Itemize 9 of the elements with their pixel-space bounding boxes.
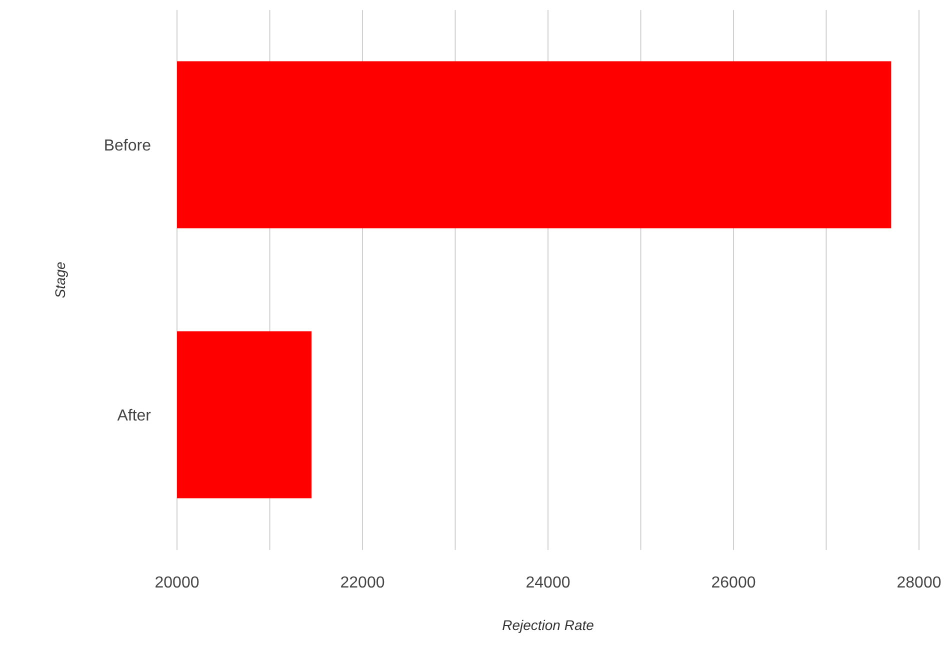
x-tick-label: 24000 — [526, 574, 570, 592]
y-tick-label: After — [117, 408, 152, 425]
x-tick-label: 28000 — [896, 574, 942, 592]
y-axis-title: Stage — [52, 261, 68, 298]
x-axis-title: Rejection Rate — [502, 617, 594, 633]
x-tick-label: 26000 — [711, 574, 756, 592]
y-tick-label: Before — [104, 138, 152, 155]
x-tick-label: 20000 — [154, 574, 200, 592]
x-tick-label: 22000 — [340, 574, 385, 592]
